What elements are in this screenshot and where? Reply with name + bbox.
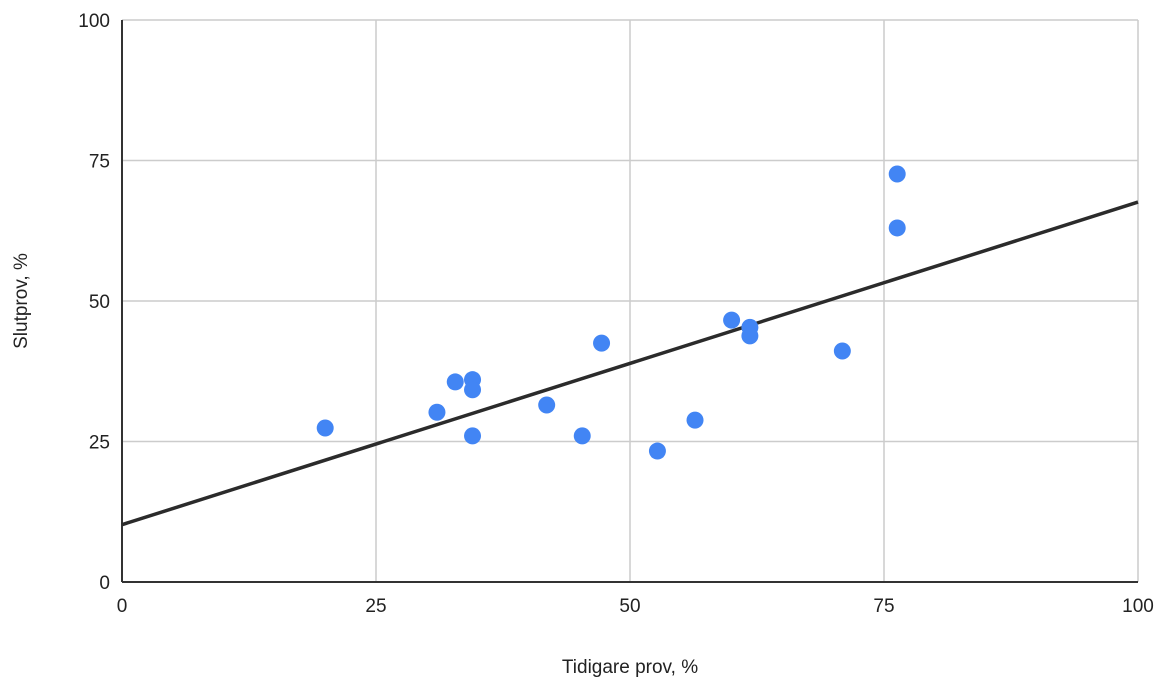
data-point	[888, 219, 906, 237]
data-point	[446, 373, 464, 391]
data-point	[888, 165, 906, 183]
data-point	[428, 403, 446, 421]
trendline	[121, 200, 1139, 527]
data-point	[593, 334, 611, 352]
data-point	[573, 427, 591, 445]
y-axis-title: Slutprov, %	[11, 253, 32, 349]
data-point	[538, 396, 556, 414]
data-point	[316, 419, 334, 437]
data-point	[648, 442, 666, 460]
data-point	[686, 411, 704, 429]
grid	[122, 19, 1139, 582]
x-tick-label: 0	[117, 596, 128, 617]
x-axis-title: Tidigare prov, %	[562, 657, 698, 678]
trendline-layer	[121, 200, 1139, 527]
y-tick-label: 75	[89, 152, 110, 173]
x-tick-label: 100	[1122, 596, 1154, 617]
y-tick-label: 0	[99, 573, 110, 594]
y-tick-labels: 0 25 50 75 100	[78, 11, 110, 594]
y-tick-label: 50	[89, 292, 110, 313]
x-tick-label: 50	[619, 596, 640, 617]
data-point	[833, 342, 851, 360]
x-tick-label: 25	[365, 596, 386, 617]
axes	[121, 20, 1138, 583]
x-tick-labels: 0 25 50 75 100	[117, 596, 1154, 617]
data-point	[464, 427, 482, 445]
data-point	[741, 327, 759, 345]
y-tick-label: 25	[89, 433, 110, 454]
x-tick-label: 75	[873, 596, 894, 617]
data-point	[723, 311, 741, 329]
data-points	[316, 165, 906, 460]
y-tick-label: 100	[78, 11, 110, 32]
data-point	[464, 381, 482, 399]
